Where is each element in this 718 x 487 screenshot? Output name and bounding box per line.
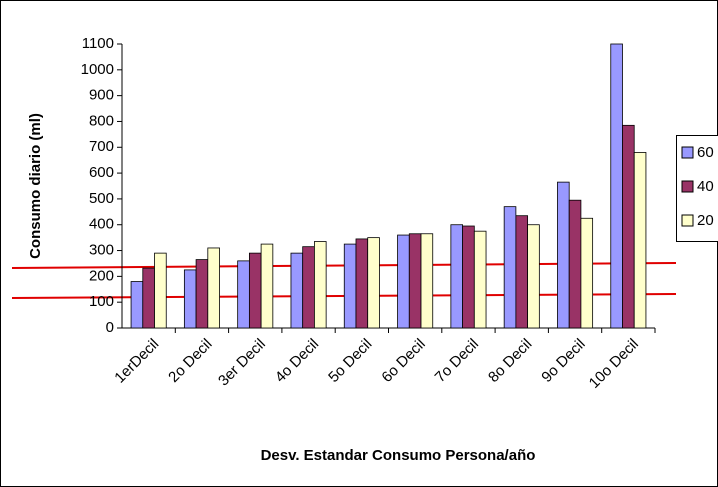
- y-tick-label: 400: [89, 216, 114, 233]
- x-axis-title: Desv. Estandar Consumo Persona/año: [261, 447, 536, 464]
- bar: [610, 43, 623, 329]
- bar: [633, 152, 647, 329]
- bar: [207, 247, 220, 329]
- bar: [397, 234, 410, 329]
- legend-label: 40: [697, 178, 714, 195]
- legend-swatch: [681, 146, 694, 159]
- bar: [355, 238, 369, 329]
- y-tick-label: 600: [89, 164, 114, 181]
- y-tick-label: 500: [89, 190, 114, 207]
- bar: [515, 215, 529, 329]
- legend-label: 60: [697, 144, 714, 161]
- y-tick-label: 1000: [81, 61, 114, 78]
- y-tick-label: 0: [106, 319, 114, 336]
- bar: [473, 230, 487, 329]
- bar: [343, 243, 357, 329]
- legend-swatch: [681, 214, 694, 227]
- y-axis-title: Consumo diario (ml): [27, 113, 44, 259]
- bar: [568, 199, 582, 329]
- bar: [302, 246, 315, 329]
- y-tick-label: 300: [89, 242, 114, 259]
- bar: [248, 252, 262, 329]
- bar: [408, 233, 422, 329]
- bar: [154, 252, 167, 329]
- bar: [420, 233, 434, 329]
- bar: [260, 243, 274, 329]
- legend-label: 20: [697, 212, 714, 229]
- bar: [557, 181, 570, 329]
- bar: [142, 267, 155, 329]
- y-tick-label: 800: [89, 112, 114, 129]
- bar: [462, 225, 475, 329]
- bar: [195, 259, 209, 329]
- bar: [622, 124, 635, 329]
- bar: [580, 217, 594, 329]
- bar: [290, 252, 304, 329]
- y-tick-label: 100: [89, 293, 114, 310]
- y-tick-label: 700: [89, 138, 114, 155]
- bar: [503, 206, 517, 329]
- bar: [237, 260, 250, 329]
- legend-swatch: [681, 180, 694, 193]
- bar: [183, 269, 197, 329]
- bar: [130, 281, 144, 329]
- y-tick-label: 1100: [82, 35, 114, 52]
- bar: [450, 224, 463, 329]
- y-tick-label: 900: [89, 87, 114, 104]
- bar: [314, 241, 327, 329]
- y-tick-label: 200: [89, 267, 114, 284]
- bar: [527, 224, 540, 329]
- bar: [367, 237, 380, 329]
